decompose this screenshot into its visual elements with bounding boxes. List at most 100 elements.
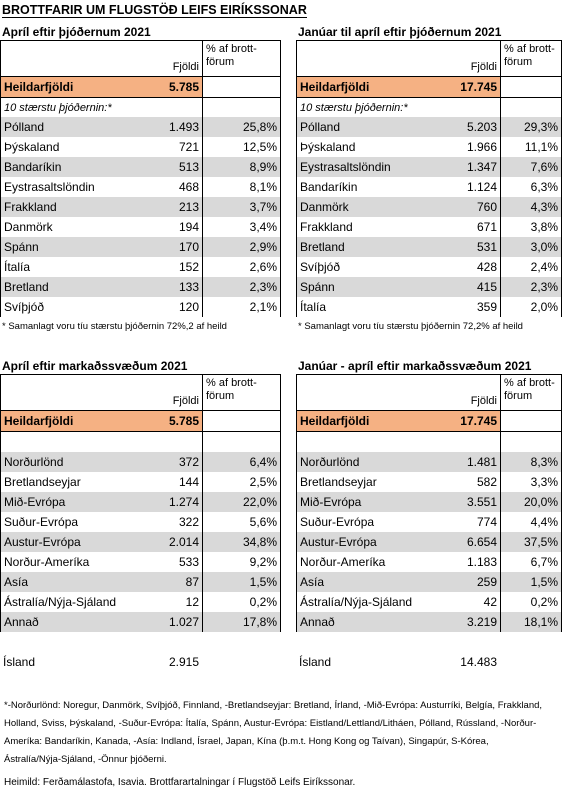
count-header: Fjöldi xyxy=(470,395,497,407)
row-label: Ítalía xyxy=(0,257,150,277)
pct-header-line: förum xyxy=(206,390,235,402)
data-row: Norður-Ameríka 1.183 6,7% xyxy=(296,552,562,572)
total-row: Heildarfjöldi 17.745 xyxy=(296,77,562,98)
percent: 34,8% xyxy=(202,532,281,552)
row-label: Þýskaland xyxy=(296,137,430,157)
footnote: * Samanlagt voru tíu stærstu þjóðernin 7… xyxy=(298,321,523,332)
blank-row xyxy=(0,432,281,452)
subheader-row: 10 stærstu þjóðernin:* xyxy=(296,98,562,117)
percent: 2,3% xyxy=(202,277,281,297)
pct-header: % af brott-förum xyxy=(202,41,281,76)
count: 513 xyxy=(178,160,199,174)
percent: 4,3% xyxy=(500,197,562,217)
count: 1.481 xyxy=(466,455,497,469)
count: 1.183 xyxy=(466,555,497,569)
percent: 12,5% xyxy=(202,137,281,157)
row-label: Frakkland xyxy=(296,217,430,237)
row-label: Suður-Evrópa xyxy=(0,512,150,532)
total-value: 5.785 xyxy=(150,411,202,431)
cell xyxy=(500,411,562,431)
count: 468 xyxy=(178,180,199,194)
data-row: Pólland 5.203 29,3% xyxy=(296,117,562,137)
cell xyxy=(0,41,150,76)
page-title: BROTTFARIR UM FLUGSTÖÐ LEIFS EIRÍKSSONAR xyxy=(2,3,307,18)
data-row: Danmörk 194 3,4% xyxy=(0,217,281,237)
percent: 6,7% xyxy=(500,552,562,572)
row-label: Danmörk xyxy=(0,217,150,237)
count: 3.551 xyxy=(466,495,497,509)
count: 14.483 xyxy=(460,655,497,669)
count: 533 xyxy=(178,555,199,569)
pct-header-line: % af brott- xyxy=(504,43,555,55)
count: 3.219 xyxy=(466,615,497,629)
count-header: Fjöldi xyxy=(470,61,497,73)
row-label: Frakkland xyxy=(0,197,150,217)
pct-header-line: % af brott- xyxy=(504,377,555,389)
count: 194 xyxy=(178,220,199,234)
count: 120 xyxy=(178,300,199,314)
count-header: Fjöldi xyxy=(172,61,199,73)
cell xyxy=(500,98,562,117)
pct-header: % af brott-förum xyxy=(500,41,562,76)
percent: 8,1% xyxy=(202,177,281,197)
row-label: Eystrasaltslöndin xyxy=(296,157,430,177)
percent: 2,9% xyxy=(202,237,281,257)
data-row: Ástralía/Nýja-Sjáland 42 0,2% xyxy=(296,592,562,612)
count: 1.966 xyxy=(466,140,497,154)
subheader-row: 10 stærstu þjóðernin:* xyxy=(0,98,281,117)
total-row: Heildarfjöldi 17.745 xyxy=(296,411,562,432)
data-row: Pólland 1.493 25,8% xyxy=(0,117,281,137)
pct-header-line: % af brott- xyxy=(206,43,257,55)
data-row: Norðurlönd 1.481 8,3% xyxy=(296,452,562,472)
table-title: Apríl eftir þjóðernum 2021 xyxy=(0,23,281,41)
percent: 0,2% xyxy=(202,592,281,612)
header-row: Fjöldi% af brott-förum xyxy=(296,375,562,411)
row-label: Svíþjóð xyxy=(296,257,430,277)
data-row: Asía 87 1,5% xyxy=(0,572,281,592)
data-row: Ítalía 359 2,0% xyxy=(296,297,562,317)
subheader: 10 stærstu þjóðernin:* xyxy=(296,98,500,117)
table: Apríl eftir þjóðernum 2021 Fjöldi% af bro… xyxy=(0,23,281,317)
header-row: Fjöldi% af brott-förum xyxy=(0,375,281,411)
percent: 22,0% xyxy=(202,492,281,512)
percent: 2,6% xyxy=(202,257,281,277)
data-row: Bretlandseyjar 144 2,5% xyxy=(0,472,281,492)
data-row: Norðurlönd 372 6,4% xyxy=(0,452,281,472)
row-label: Ítalía xyxy=(296,297,430,317)
percent: 3,8% xyxy=(500,217,562,237)
row-label: Mið-Evrópa xyxy=(0,492,150,512)
pct-header-line: förum xyxy=(504,56,533,68)
percent: 2,0% xyxy=(500,297,562,317)
cell xyxy=(296,41,430,76)
percent: 3,3% xyxy=(500,472,562,492)
count: 6.654 xyxy=(466,535,497,549)
extra-row: Ísland 14.483 xyxy=(296,652,562,672)
row-label: Norður-Ameríka xyxy=(0,552,150,572)
cell xyxy=(202,77,281,97)
total-value: 5.785 xyxy=(150,77,202,97)
cell xyxy=(0,375,150,410)
percent: 18,1% xyxy=(500,612,562,632)
row-label: Annað xyxy=(296,612,430,632)
data-row: Frakkland 213 3,7% xyxy=(0,197,281,217)
cell xyxy=(202,432,281,452)
count: 259 xyxy=(476,575,497,589)
cell xyxy=(0,432,150,452)
percent: 29,3% xyxy=(500,117,562,137)
count: 42 xyxy=(483,595,497,609)
percent: 1,5% xyxy=(202,572,281,592)
row-label: Suður-Evrópa xyxy=(296,512,430,532)
data-row: Bandaríkin 513 8,9% xyxy=(0,157,281,177)
count: 213 xyxy=(178,200,199,214)
header-row: Fjöldi% af brott-förum xyxy=(296,41,562,77)
data-row: Suður-Evrópa 322 5,6% xyxy=(0,512,281,532)
total-row: Heildarfjöldi 5.785 xyxy=(0,77,281,98)
row-label: Ísland xyxy=(3,655,36,669)
data-row: Spánn 415 2,3% xyxy=(296,277,562,297)
count: 322 xyxy=(178,515,199,529)
data-row: Mið-Evrópa 3.551 20,0% xyxy=(296,492,562,512)
count: 144 xyxy=(178,475,199,489)
blank-row xyxy=(296,432,562,452)
row-label: Spánn xyxy=(0,237,150,257)
data-row: Austur-Evrópa 6.654 37,5% xyxy=(296,532,562,552)
